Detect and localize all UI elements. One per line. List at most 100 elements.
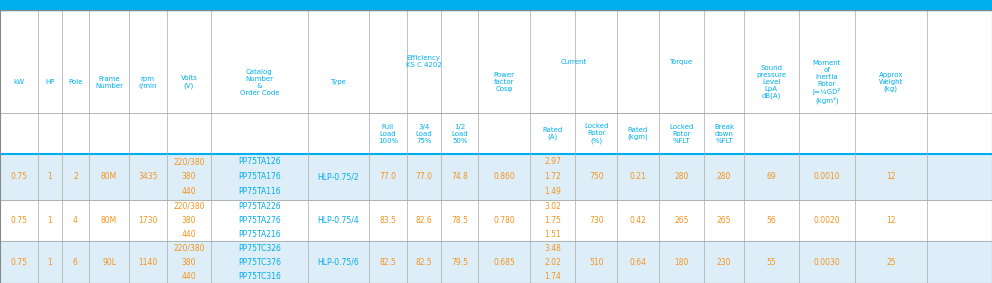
Text: HLP-0.75/6: HLP-0.75/6 <box>317 258 359 267</box>
Text: 220/380: 220/380 <box>174 202 204 211</box>
Text: 230: 230 <box>717 258 731 267</box>
Text: 3.02: 3.02 <box>544 202 561 211</box>
Text: Locked
Rotor
%FLT: Locked Rotor %FLT <box>670 124 693 144</box>
Text: 1.72: 1.72 <box>545 172 560 181</box>
Text: 0.75: 0.75 <box>10 258 28 267</box>
Text: Efficiency
KS C 4202: Efficiency KS C 4202 <box>406 55 441 68</box>
Bar <box>0 241 992 283</box>
Text: PP75TA116: PP75TA116 <box>238 187 281 196</box>
Text: 440: 440 <box>182 230 196 239</box>
Text: HLP-0.75/4: HLP-0.75/4 <box>317 216 359 225</box>
Text: Current: Current <box>560 59 586 65</box>
Text: 25: 25 <box>886 258 896 267</box>
Text: PP75TC316: PP75TC316 <box>238 271 281 280</box>
Text: 77.0: 77.0 <box>416 172 433 181</box>
Text: PP75TA226: PP75TA226 <box>238 202 281 211</box>
Text: PP75TA216: PP75TA216 <box>238 230 281 239</box>
Text: Locked
Rotor
(%): Locked Rotor (%) <box>584 123 608 144</box>
Text: rpm
r/min: rpm r/min <box>139 76 157 89</box>
Text: 80M: 80M <box>101 172 117 181</box>
Text: 180: 180 <box>675 258 688 267</box>
Text: 2.97: 2.97 <box>544 157 561 166</box>
Text: 82.5: 82.5 <box>416 258 433 267</box>
Text: 69: 69 <box>767 172 776 181</box>
Text: 3/4
Load
75%: 3/4 Load 75% <box>416 124 433 144</box>
Text: 77.0: 77.0 <box>379 172 397 181</box>
Text: 280: 280 <box>717 172 731 181</box>
Text: 440: 440 <box>182 187 196 196</box>
Text: Frame
Number: Frame Number <box>95 76 123 89</box>
Text: 220/380: 220/380 <box>174 157 204 166</box>
Text: 1.75: 1.75 <box>544 216 561 225</box>
Text: 1: 1 <box>48 172 52 181</box>
Text: 6: 6 <box>73 258 77 267</box>
Text: 750: 750 <box>589 172 603 181</box>
Text: PP75TA176: PP75TA176 <box>238 172 281 181</box>
Text: 55: 55 <box>767 258 776 267</box>
Text: Rated
(A): Rated (A) <box>543 127 562 140</box>
Text: PP75TC376: PP75TC376 <box>238 258 281 267</box>
Text: 1140: 1140 <box>138 258 158 267</box>
Text: Approx
Weight
(kg): Approx Weight (kg) <box>879 72 903 92</box>
Text: 12: 12 <box>886 216 896 225</box>
Text: 1730: 1730 <box>138 216 158 225</box>
Text: kW: kW <box>13 79 25 85</box>
Text: 78.5: 78.5 <box>451 216 468 225</box>
Text: Catalog
Number
&
Order Code: Catalog Number & Order Code <box>240 68 279 96</box>
Text: 3435: 3435 <box>138 172 158 181</box>
Text: 4: 4 <box>73 216 77 225</box>
Text: 380: 380 <box>182 258 196 267</box>
Text: 1.74: 1.74 <box>544 271 561 280</box>
Text: 74.8: 74.8 <box>451 172 468 181</box>
Text: Pole: Pole <box>68 79 82 85</box>
Text: 265: 265 <box>675 216 688 225</box>
Text: 280: 280 <box>675 172 688 181</box>
Text: 440: 440 <box>182 271 196 280</box>
Text: 56: 56 <box>767 216 776 225</box>
Text: 0.0030: 0.0030 <box>813 258 840 267</box>
Text: 2.02: 2.02 <box>545 258 560 267</box>
Text: 0.0010: 0.0010 <box>813 172 840 181</box>
Text: 2: 2 <box>73 172 77 181</box>
Text: Type: Type <box>330 79 346 85</box>
Text: PP75TC326: PP75TC326 <box>238 244 281 253</box>
Text: 1.49: 1.49 <box>544 187 561 196</box>
Text: 12: 12 <box>886 172 896 181</box>
Text: Power
factor
Cosφ: Power factor Cosφ <box>493 72 515 92</box>
Text: 1.51: 1.51 <box>545 230 560 239</box>
Text: Rated
(kgm): Rated (kgm) <box>628 127 648 140</box>
Text: 265: 265 <box>717 216 731 225</box>
Text: 730: 730 <box>589 216 603 225</box>
Text: 380: 380 <box>182 216 196 225</box>
Text: 82.6: 82.6 <box>416 216 433 225</box>
Text: 90L: 90L <box>102 258 116 267</box>
Text: PP75TA126: PP75TA126 <box>238 157 281 166</box>
Text: 0.0020: 0.0020 <box>813 216 840 225</box>
Text: HLP-0.75/2: HLP-0.75/2 <box>317 172 359 181</box>
Text: 380: 380 <box>182 172 196 181</box>
Text: PP75TA276: PP75TA276 <box>238 216 281 225</box>
Text: Break
down
%FLT: Break down %FLT <box>714 124 734 144</box>
Text: Torque: Torque <box>669 59 692 65</box>
Text: 0.42: 0.42 <box>629 216 647 225</box>
Text: HP: HP <box>45 79 55 85</box>
Text: 0.75: 0.75 <box>10 172 28 181</box>
Text: Full
Load
100%: Full Load 100% <box>378 124 398 144</box>
Text: 1: 1 <box>48 258 52 267</box>
Text: Moment
of
Inertia
Rotor
J=¼GD²
(kgm²): Moment of Inertia Rotor J=¼GD² (kgm²) <box>812 60 841 104</box>
Text: 0.75: 0.75 <box>10 216 28 225</box>
Text: 1/2
Load
50%: 1/2 Load 50% <box>451 124 468 144</box>
Bar <box>0 154 992 200</box>
Text: 0.860: 0.860 <box>493 172 515 181</box>
Bar <box>0 0 992 10</box>
Text: 220/380: 220/380 <box>174 244 204 253</box>
Text: 3.48: 3.48 <box>544 244 561 253</box>
Text: Volts
(V): Volts (V) <box>181 75 197 89</box>
Text: 510: 510 <box>589 258 603 267</box>
Text: 0.64: 0.64 <box>629 258 647 267</box>
Text: 0.780: 0.780 <box>493 216 515 225</box>
Text: 80M: 80M <box>101 216 117 225</box>
Text: 0.685: 0.685 <box>493 258 515 267</box>
Text: 82.5: 82.5 <box>380 258 396 267</box>
Text: 79.5: 79.5 <box>451 258 468 267</box>
